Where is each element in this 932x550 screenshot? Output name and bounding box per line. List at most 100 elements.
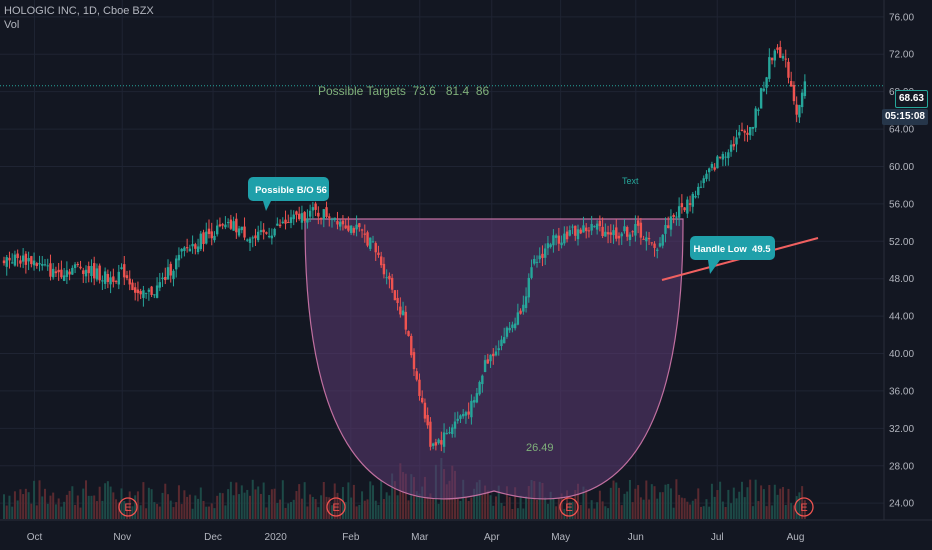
candle-body [164, 276, 167, 281]
volume-bar [38, 480, 41, 519]
candle-body [538, 255, 541, 260]
time-tick-label: Dec [204, 532, 222, 543]
time-tick-label: Jun [628, 532, 644, 543]
candle-body [571, 226, 574, 228]
candle-body [505, 327, 509, 337]
last-price-tag: 68.63 [894, 90, 928, 108]
volume-bar [615, 482, 618, 519]
volume-bar [311, 496, 314, 519]
time-tick-label: Feb [342, 532, 360, 543]
volume-bar [661, 492, 664, 519]
text-annotation[interactable]: Text [622, 176, 639, 186]
candle-body [803, 81, 807, 97]
candle-body [503, 337, 506, 344]
volume-bar [437, 503, 440, 519]
chart-header: HOLOGIC INC, 1D, Cboe BZX Vol [4, 4, 154, 32]
volume-bar [751, 506, 754, 519]
candle-body [787, 61, 790, 78]
candle-body [697, 186, 700, 196]
volume-bar [505, 486, 508, 519]
candle-body [330, 219, 334, 221]
price-tick-label: 76.00 [889, 12, 914, 23]
candle-body [631, 231, 634, 233]
volume-bar [489, 495, 492, 519]
candle-body [262, 229, 265, 233]
volume-bar [194, 495, 197, 519]
breakout-callout-label: Possible B/O 56 [255, 185, 327, 196]
candle-body [240, 226, 243, 231]
volume-bar [702, 506, 705, 519]
volume-bar [95, 501, 98, 519]
candle-body [144, 292, 148, 294]
volume-bar [552, 498, 555, 519]
volume-bar [372, 485, 374, 519]
time-axis[interactable]: Oct Nov Dec 2020 Feb Mar Apr May Jun Jul Aug [0, 519, 932, 550]
earnings-marker[interactable]: E [794, 497, 814, 517]
targets-annotation[interactable]: Possible Targets 73.6 81.4 86 [318, 84, 490, 98]
earnings-marker[interactable]: E [559, 497, 579, 517]
candle-body [172, 270, 175, 280]
volume-bar [191, 508, 194, 519]
volume-bar [74, 504, 77, 519]
candle-body [136, 289, 140, 294]
candle-body [52, 268, 55, 278]
candle-body [109, 277, 112, 285]
earnings-marker[interactable]: E [326, 497, 346, 517]
candle-body [508, 327, 511, 331]
volume-label[interactable]: Vol [4, 19, 20, 31]
candle-body [754, 108, 757, 128]
volume-bar [642, 499, 645, 519]
volume-bar [689, 504, 692, 519]
volume-bar [147, 487, 150, 519]
volume-bar [320, 495, 323, 519]
candle-body [82, 270, 85, 274]
volume-bar [475, 482, 478, 519]
volume-bar [522, 508, 525, 519]
volume-bar [741, 481, 743, 519]
candle-body [549, 244, 552, 247]
candle-body [13, 254, 17, 266]
candle-body [71, 267, 74, 275]
volume-bar [142, 482, 145, 519]
symbol-title[interactable]: HOLOGIC INC, 1D, Cboe BZX [4, 5, 154, 17]
volume-bar [721, 501, 724, 519]
candle-body [486, 359, 489, 364]
volume-bar [628, 479, 631, 519]
breakout-callout[interactable]: Possible B/O 56 [248, 177, 329, 211]
volume-bar [374, 500, 377, 519]
candle-body [781, 56, 785, 59]
candle-body [582, 225, 585, 233]
candle-body [287, 222, 290, 224]
volume-bar [257, 486, 260, 519]
candle-body [410, 335, 413, 356]
price-tick-label: 40.00 [889, 349, 914, 360]
candle-body [21, 255, 25, 262]
volume-bar [388, 495, 391, 519]
volume-bar [571, 501, 574, 519]
cup-pattern-shape[interactable] [304, 218, 684, 500]
volume-bar [131, 506, 134, 519]
candle-body [557, 235, 561, 244]
candle-body [401, 310, 405, 316]
volume-bar [186, 496, 189, 519]
volume-bar [724, 507, 727, 519]
handle-low-callout[interactable]: Handle Low 49.5 [690, 236, 775, 274]
volume-bar [798, 492, 801, 519]
volume-bar [317, 507, 320, 519]
volume-bar [79, 507, 82, 519]
volume-bar [41, 496, 44, 519]
candle-body [388, 275, 391, 280]
price-tick-label: 72.00 [889, 50, 914, 61]
candle-body [128, 278, 131, 285]
volume-bar [139, 505, 142, 519]
volume-bar [727, 489, 730, 519]
volume-bar [352, 484, 355, 519]
volume-bar [213, 508, 216, 519]
volume-bar [776, 494, 779, 519]
candle-body [19, 260, 22, 264]
earnings-marker[interactable]: E [118, 497, 138, 517]
candle-body [467, 411, 470, 415]
candle-body [601, 226, 604, 237]
price-axis[interactable]: 24.00 28.00 32.00 36.00 40.00 44.00 48.00 52.00… [883, 0, 932, 550]
